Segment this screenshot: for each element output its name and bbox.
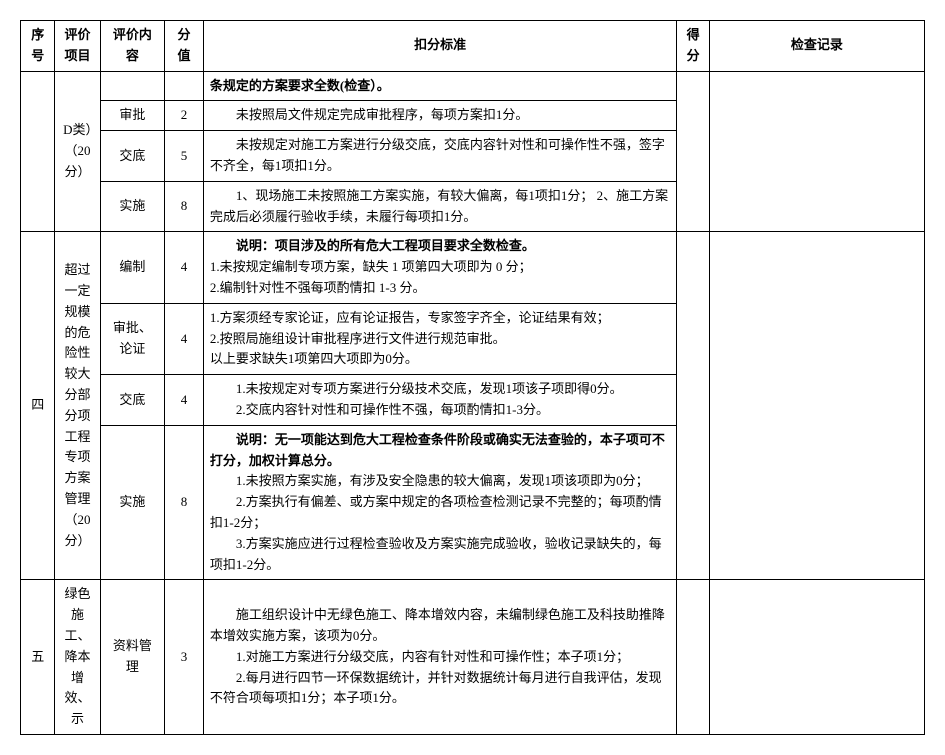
score-cell: 8 (165, 181, 204, 232)
standard-cell: 1.未按规定对专项方案进行分级技术交底，发现1项该子项即得0分。 2.交底内容针… (203, 375, 677, 426)
content-cell: 交底 (100, 131, 165, 182)
score-cell: 3 (165, 580, 204, 735)
standard-line: 以上要求缺失1项第四大项即为0分。 (210, 349, 671, 370)
standard-line: 2.每月进行四节一环保数据统计，并针对数据统计每月进行自我评估，发现不符合项每项… (210, 668, 671, 710)
standard-cell: 条规定的方案要求全数(检查）。 (203, 71, 677, 101)
score-cell: 5 (165, 131, 204, 182)
standard-cell: 1、现场施工未按照施工方案实施，有较大偏离，每1项扣1分； 2、施工方案完成后必… (203, 181, 677, 232)
standard-line: 3.方案实施应进行过程检查验收及方案实施完成验收，验收记录缺失的，每项扣1-2分… (210, 534, 671, 576)
table-row: D类）（20分） 条规定的方案要求全数(检查）。 (21, 71, 925, 101)
standard-line: 1.方案须经专家论证，应有论证报告，专家签字齐全，论证结果有效； (210, 308, 671, 329)
content-cell: 编制 (100, 232, 165, 303)
score-cell: 8 (165, 425, 204, 580)
seq-cell: 四 (21, 232, 55, 580)
standard-cell: 1.方案须经专家论证，应有论证报告，专家签字齐全，论证结果有效； 2.按照局施组… (203, 303, 677, 374)
record-cell (709, 580, 924, 735)
standard-line: 2.方案执行有偏差、或方案中规定的各项检查检测记录不完整的；每项酌情扣1-2分； (210, 492, 671, 534)
header-content: 评价内容 (100, 21, 165, 72)
standard-cell: 施工组织设计中无绿色施工、降本增效内容，未编制绿色施工及科技助推降本增效实施方案… (203, 580, 677, 735)
seq-cell: 五 (21, 580, 55, 735)
content-cell: 审批、论证 (100, 303, 165, 374)
standard-line: 2.编制针对性不强每项酌情扣 1-3 分。 (210, 278, 671, 299)
standard-line: 1.未按规定编制专项方案，缺失 1 项第四大项即为 0 分； (210, 257, 671, 278)
table-row: 五 绿色施工、降本增效、示 资料管理 3 施工组织设计中无绿色施工、降本增效内容… (21, 580, 925, 735)
got-cell (677, 580, 709, 735)
got-cell (677, 232, 709, 580)
standard-cell: 说明：项目涉及的所有危大工程项目要求全数检查。 1.未按规定编制专项方案，缺失 … (203, 232, 677, 303)
score-cell (165, 71, 204, 101)
record-cell (709, 232, 924, 580)
item-cell: D类）（20分） (55, 71, 100, 232)
standard-line: 2.交底内容针对性和可操作性不强，每项酌情扣1-3分。 (210, 400, 671, 421)
table-row: 四 超过一定规模的危险性较大分部分项工程专项方案管理（20分） 编制 4 说明：… (21, 232, 925, 303)
score-cell: 4 (165, 232, 204, 303)
standard-cell: 说明：无一项能达到危大工程检查条件阶段或确实无法查验的，本子项可不打分，加权计算… (203, 425, 677, 580)
content-cell: 实施 (100, 181, 165, 232)
score-cell: 4 (165, 303, 204, 374)
header-score: 分值 (165, 21, 204, 72)
score-cell: 4 (165, 375, 204, 426)
content-cell: 资料管理 (100, 580, 165, 735)
standard-line: 1.未按规定对专项方案进行分级技术交底，发现1项该子项即得0分。 (210, 379, 671, 400)
record-cell (709, 71, 924, 232)
standard-cell: 未按规定对施工方案进行分级交底，交底内容针对性和可操作性不强，签字不齐全，每1项… (203, 131, 677, 182)
evaluation-table: 序号 评价项目 评价内容 分值 扣分标准 得分 检查记录 D类）（20分） 条规… (20, 20, 925, 735)
standard-line: 2.按照局施组设计审批程序进行文件进行规范审批。 (210, 329, 671, 350)
header-seq: 序号 (21, 21, 55, 72)
content-cell (100, 71, 165, 101)
standard-line: 施工组织设计中无绿色施工、降本增效内容，未编制绿色施工及科技助推降本增效实施方案… (210, 605, 671, 647)
header-item: 评价项目 (55, 21, 100, 72)
got-cell (677, 71, 709, 232)
header-got: 得分 (677, 21, 709, 72)
seq-cell (21, 71, 55, 232)
header-row: 序号 评价项目 评价内容 分值 扣分标准 得分 检查记录 (21, 21, 925, 72)
header-record: 检查记录 (709, 21, 924, 72)
content-cell: 交底 (100, 375, 165, 426)
standard-line: 说明：无一项能达到危大工程检查条件阶段或确实无法查验的，本子项可不打分，加权计算… (210, 430, 671, 472)
score-cell: 2 (165, 101, 204, 131)
standard-line: 1.未按照方案实施，有涉及安全隐患的较大偏离，发现1项该项即为0分； (210, 471, 671, 492)
content-cell: 实施 (100, 425, 165, 580)
standard-line: 1.对施工方案进行分级交底，内容有针对性和可操作性；本子项1分； (210, 647, 671, 668)
item-cell: 绿色施工、降本增效、示 (55, 580, 100, 735)
content-cell: 审批 (100, 101, 165, 131)
item-cell: 超过一定规模的危险性较大分部分项工程专项方案管理（20分） (55, 232, 100, 580)
header-standard: 扣分标准 (203, 21, 677, 72)
standard-line: 说明：项目涉及的所有危大工程项目要求全数检查。 (210, 236, 671, 257)
standard-cell: 未按照局文件规定完成审批程序，每项方案扣1分。 (203, 101, 677, 131)
